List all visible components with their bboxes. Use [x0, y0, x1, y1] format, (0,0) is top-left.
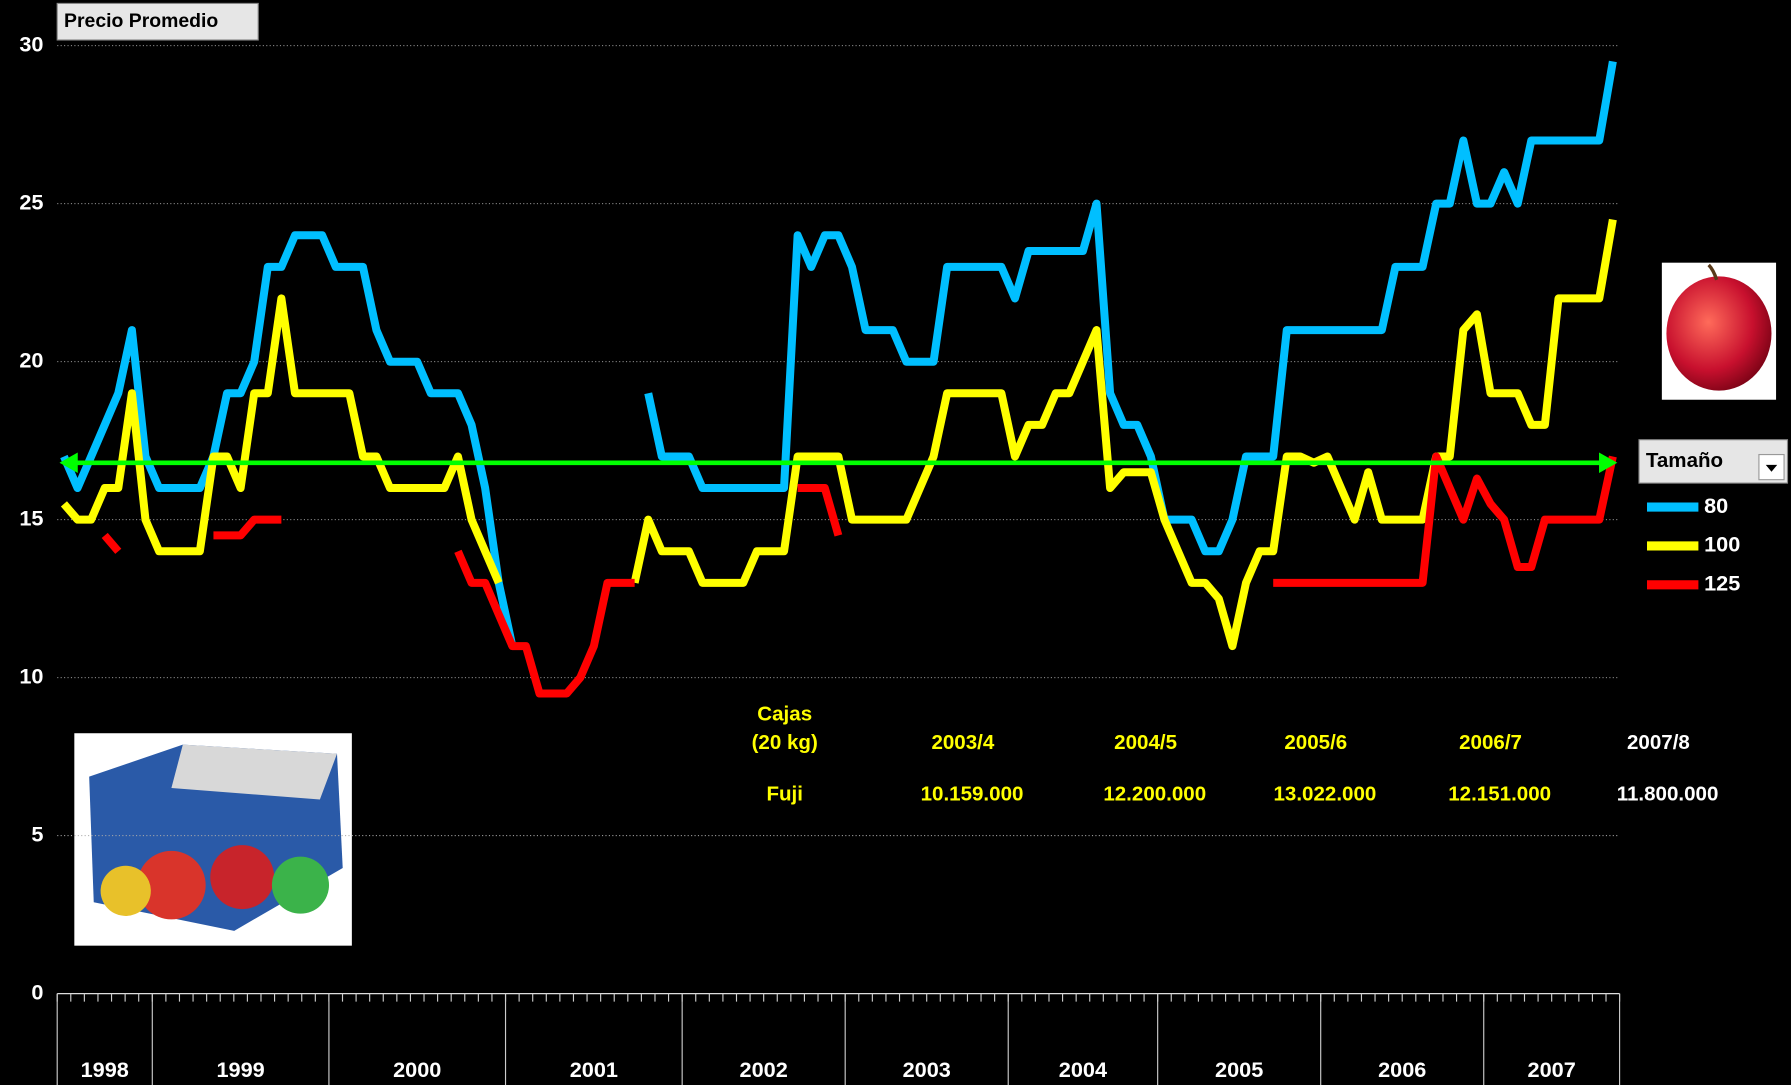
x-group-label: 2001 [570, 1057, 618, 1082]
table-value: 12.151.000 [1448, 782, 1551, 805]
x-group-label: 1998 [81, 1057, 129, 1082]
x-group-label: 2006 [1378, 1057, 1426, 1082]
table-value: 13.022.000 [1274, 782, 1377, 805]
table-season: 2003/4 [931, 731, 994, 754]
legend-label: 100 [1704, 532, 1740, 557]
chart: Precio Promedio Tamaño 0 5 10 15 20 25 30 1998 1… [0, 0, 1791, 1085]
table-season: 2004/5 [1114, 731, 1177, 754]
table-header: (20 kg) [752, 731, 818, 754]
x-group-label: 2000 [393, 1057, 441, 1082]
chart-title: Precio Promedio [64, 10, 218, 32]
table-value: 10.159.000 [921, 782, 1024, 805]
x-group-label: 2002 [740, 1057, 788, 1082]
box-image [74, 733, 352, 945]
x-group-label: 2005 [1215, 1057, 1263, 1082]
apple-image [1662, 263, 1776, 400]
series-line [64, 61, 1613, 646]
table-season: 2005/6 [1284, 731, 1347, 754]
y-tick-label: 15 [19, 505, 43, 530]
legend-label: 80 [1704, 493, 1728, 518]
table-value: 11.800.000 [1617, 782, 1719, 805]
table-row-label: Fuji [766, 782, 803, 805]
x-group-label: 1999 [216, 1057, 264, 1082]
y-tick-label: 20 [19, 347, 43, 372]
table-season: 2006/7 [1459, 731, 1522, 754]
legend-title: Tamaño [1646, 449, 1723, 472]
y-tick-label: 30 [19, 31, 43, 56]
y-tick-label: 0 [31, 979, 43, 1004]
y-tick-label: 10 [19, 663, 43, 688]
x-group-label: 2003 [903, 1057, 951, 1082]
y-tick-label: 5 [31, 821, 43, 846]
series-line [105, 456, 1613, 693]
x-group-label: 2007 [1528, 1057, 1576, 1082]
y-tick-label: 25 [19, 189, 43, 214]
x-group-label: 2004 [1059, 1057, 1107, 1082]
table-season: 2007/8 [1627, 731, 1690, 754]
legend-label: 125 [1704, 570, 1740, 595]
table-header: Cajas [757, 702, 812, 725]
table-value: 12.200.000 [1103, 782, 1206, 805]
